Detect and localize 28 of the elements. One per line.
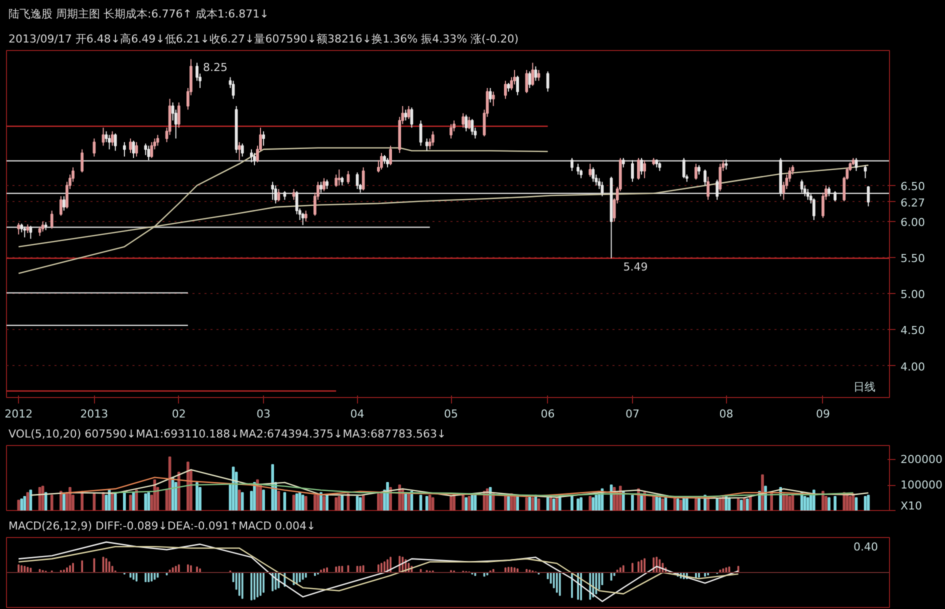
- y-tick-label: 100000: [900, 478, 942, 492]
- y-tick-label: 200000: [900, 453, 942, 466]
- chart-subtitle: 2013/09/17 开6.48↓高6.49↓低6.21↓收6.27↓量607590↓额38216↓换1.36% 振4.33% 涨(-0.20): [8, 32, 519, 46]
- annotation: 日线: [854, 380, 876, 394]
- x-tick-label: 02: [172, 408, 186, 420]
- y-tick-label: 4.00: [900, 360, 925, 374]
- chart-title: MACD(26,12,9) DIFF:-0.089↓DEA:-0.091↑MACD 0.004↓: [8, 520, 316, 532]
- x-tick-label: 2013: [80, 408, 108, 420]
- x-tick-label: 09: [816, 408, 830, 420]
- y-tick-label: 5.00: [900, 288, 925, 302]
- x-tick-label: 05: [444, 408, 458, 420]
- x-tick-label: 07: [625, 408, 640, 420]
- y-tick-label: 6.00: [900, 216, 925, 229]
- y-tick-label: X10: [900, 500, 922, 512]
- x-tick-label: 03: [256, 408, 271, 420]
- x-tick-label: 04: [350, 408, 364, 420]
- annotation: 0.40: [854, 540, 878, 554]
- x-tick-label: 06: [540, 408, 555, 420]
- y-tick-label: 4.50: [900, 324, 925, 338]
- y-tick-label: 5.50: [900, 252, 925, 266]
- x-tick-label: 08: [719, 408, 734, 420]
- chart-title: VOL(5,10,20) 607590↓MA1:693110.188↓MA2:674394.375↓MA3:687783.563↓: [8, 428, 446, 440]
- chart-title: 陆飞逸股 周期主图 长期成本:6.776↑ 成本1:6.871↓: [8, 8, 269, 20]
- annotation: 5.49: [623, 260, 648, 274]
- y-tick-label: 6.50: [900, 180, 925, 193]
- x-tick-label: 2012: [4, 408, 33, 420]
- annotation: 8.25: [202, 61, 228, 74]
- y-tick-label: 6.27: [900, 196, 925, 210]
